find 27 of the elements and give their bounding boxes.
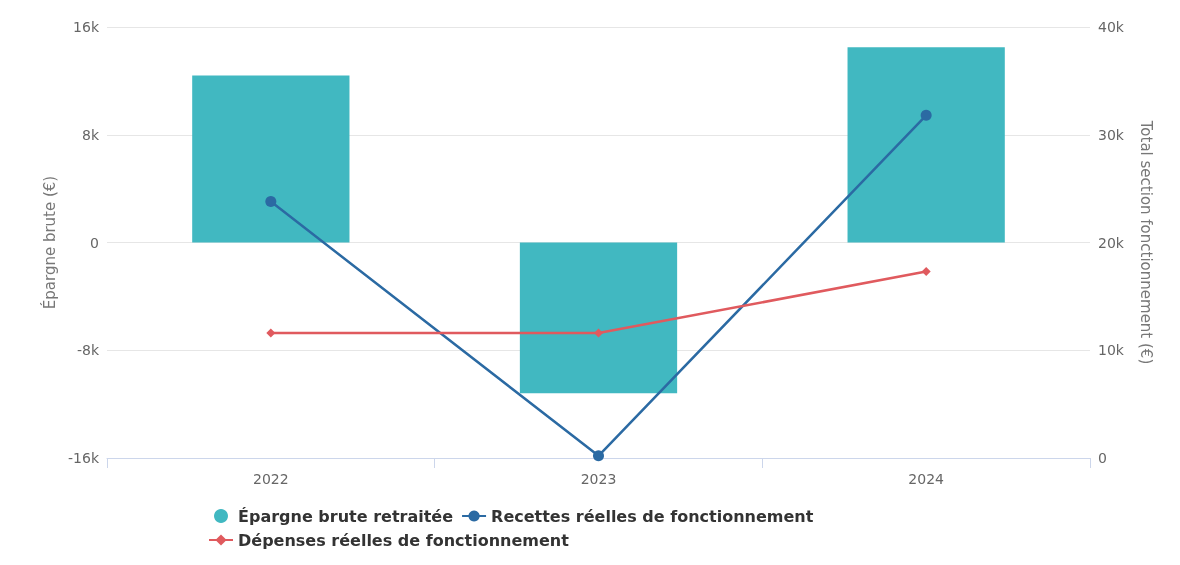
- y2-tick-label: 0: [1098, 450, 1107, 466]
- legend-label: Dépenses réelles de fonctionnement: [238, 530, 570, 550]
- legend-label: Recettes réelles de fonctionnement: [491, 506, 814, 526]
- legend-label: Épargne brute retraitée: [238, 506, 454, 526]
- bar: [192, 75, 350, 243]
- point: [920, 109, 932, 121]
- x-tick-label: 2024: [908, 471, 945, 487]
- y2-axis-title: Total section fonctionnement (€): [1136, 119, 1155, 365]
- y-axis-title: Épargne brute (€): [39, 175, 59, 310]
- y2-tick-label: 40k: [1098, 19, 1125, 35]
- y2-tick-label: 20k: [1098, 234, 1125, 251]
- point: [593, 450, 604, 462]
- y-tick-label: 8k: [81, 126, 100, 143]
- y-tick-label: -16k: [68, 450, 100, 466]
- point: [265, 196, 277, 208]
- y-tick-label: 0: [90, 234, 99, 251]
- y2-tick-label: 10k: [1098, 342, 1125, 359]
- bar: [847, 47, 1005, 243]
- x-tick-label: 2022: [253, 471, 289, 487]
- point: [921, 267, 931, 277]
- y-tick-label: 16k: [73, 19, 100, 35]
- bar: [519, 242, 678, 394]
- y-tick-label: -8k: [76, 342, 100, 359]
- y2-tick-label: 30k: [1098, 126, 1125, 143]
- point: [594, 328, 603, 338]
- x-tick-label: 2023: [580, 471, 617, 487]
- point: [266, 328, 276, 338]
